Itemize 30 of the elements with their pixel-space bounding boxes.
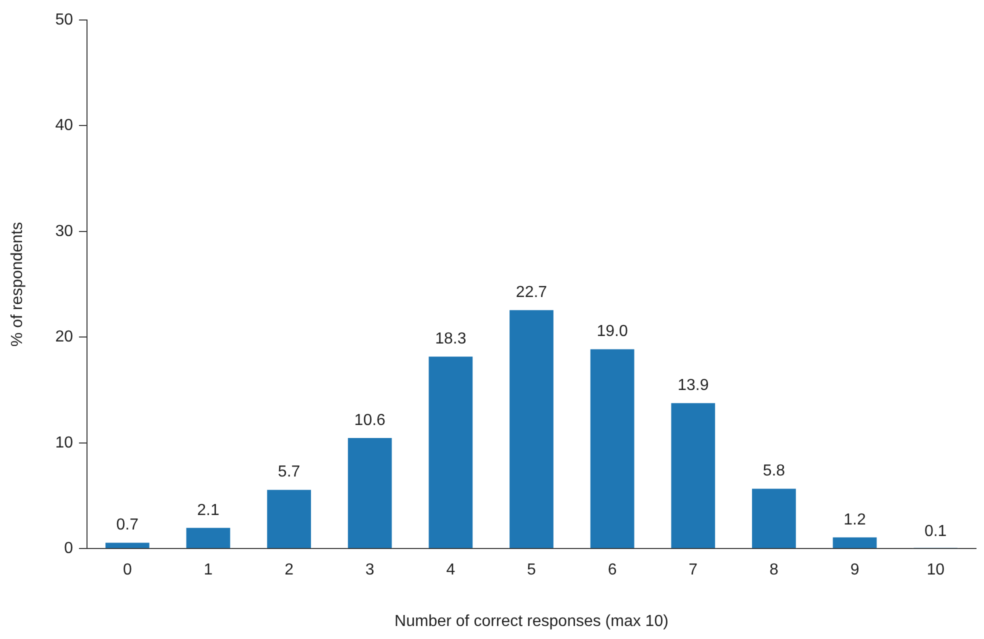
data-label: 13.9 xyxy=(678,377,709,394)
y-tick-label: 0 xyxy=(64,540,74,558)
x-tick-label: 4 xyxy=(446,562,456,579)
x-tick-label: 10 xyxy=(926,562,945,579)
x-tick-label: 2 xyxy=(284,562,294,579)
data-label: 18.3 xyxy=(435,330,466,348)
data-label: 5.7 xyxy=(278,464,300,481)
y-tick-label: 20 xyxy=(55,328,74,346)
data-label: 1.2 xyxy=(844,511,866,528)
x-tick-label: 6 xyxy=(608,562,617,579)
x-tick-label: 0 xyxy=(122,562,132,579)
data-label: 0.1 xyxy=(924,522,947,540)
y-tick-label: 50 xyxy=(55,11,74,28)
data-label: 2.1 xyxy=(197,502,220,519)
x-tick-label: 1 xyxy=(204,562,213,579)
x-tick-label: 8 xyxy=(770,562,778,579)
x-tick-label: 9 xyxy=(850,562,860,579)
y-tick-label: 40 xyxy=(55,117,74,134)
data-label: 10.6 xyxy=(354,412,386,429)
y-axis-title: % of respondents xyxy=(9,222,26,347)
x-axis-title: Number of correct responses (max 10) xyxy=(394,612,668,630)
x-tick-label: 7 xyxy=(688,562,698,579)
data-label: 0.7 xyxy=(116,516,139,534)
x-tick-label: 5 xyxy=(527,562,536,579)
x-tick-label: 3 xyxy=(365,562,374,579)
y-tick-label: 30 xyxy=(55,222,74,240)
data-label: 22.7 xyxy=(516,284,548,302)
y-tick-label: 10 xyxy=(55,434,74,452)
data-label: 5.8 xyxy=(762,462,786,480)
data-label: 19.0 xyxy=(596,323,628,340)
